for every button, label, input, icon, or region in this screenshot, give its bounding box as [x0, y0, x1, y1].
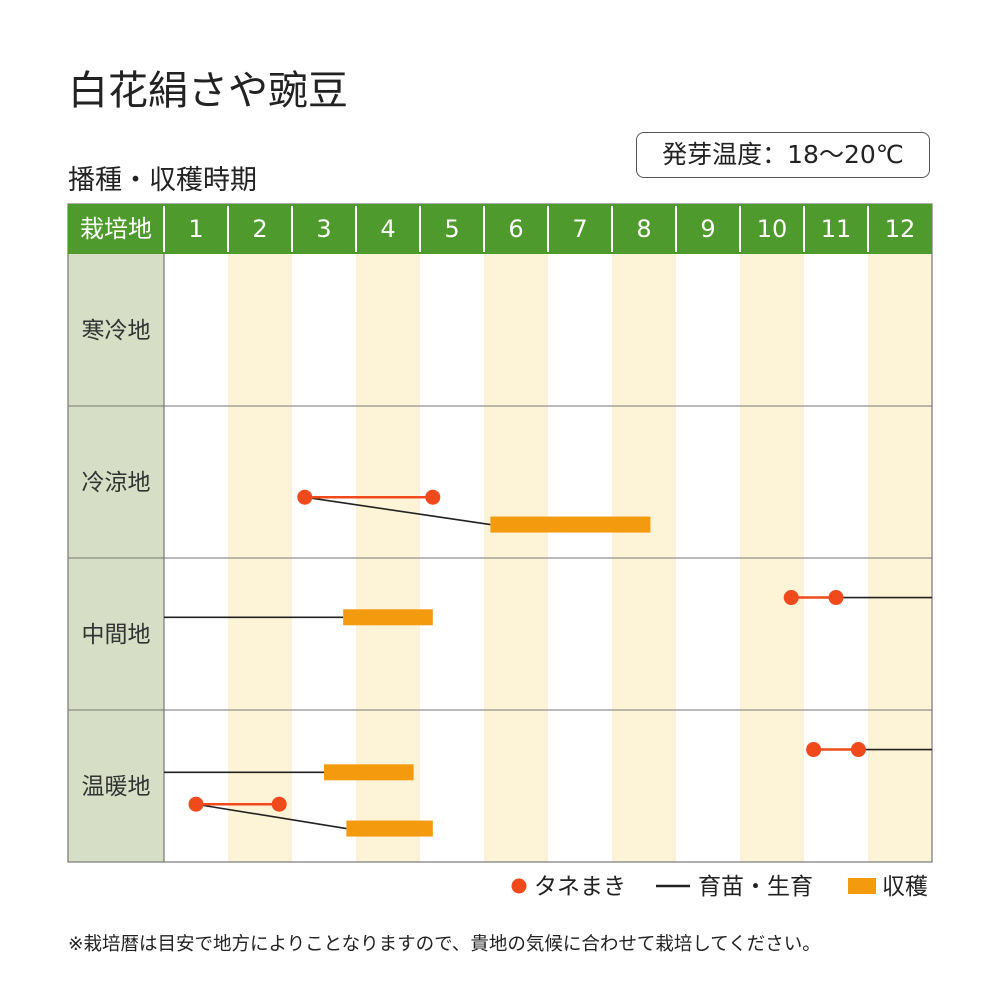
header-background [68, 204, 932, 254]
footnote: ※栽培暦は目安で地方によりことなりますので、貴地の気候に合わせて栽培してください… [68, 934, 821, 955]
harvest-bar [343, 609, 433, 626]
month-label-7: 7 [572, 215, 587, 243]
legend-harvest-label: 収穫 [882, 874, 928, 900]
sowing-point [806, 742, 822, 758]
sowing-point [850, 742, 866, 758]
chart-legend: タネまき 育苗・生育 収穫 [511, 874, 928, 900]
header-region-label: 栽培地 [80, 215, 152, 243]
legend-sowing-icon [511, 878, 527, 894]
sowing-point [297, 489, 313, 505]
growing-link-line [304, 496, 491, 526]
sowing-point [783, 590, 799, 606]
region-label: 寒冷地 [82, 318, 151, 344]
harvest-bar [324, 764, 414, 781]
legend-sowing-label: タネまき [534, 874, 626, 900]
growing-link-line [195, 803, 347, 830]
harvest-bar [346, 820, 433, 837]
region-label: 温暖地 [82, 774, 151, 800]
germination-temperature-badge: 発芽温度：18〜20℃ [636, 132, 930, 178]
legend-harvest-icon [848, 878, 876, 894]
month-label-5: 5 [444, 215, 459, 243]
month-label-3: 3 [316, 215, 331, 243]
month-label-4: 4 [380, 215, 395, 243]
chart-header-row: 栽培地 1 2 3 4 5 6 7 8 9 10 11 12 [68, 204, 932, 254]
region-label: 中間地 [82, 622, 151, 648]
chart-marks [164, 489, 932, 837]
month-label-9: 9 [700, 215, 715, 243]
month-label-10: 10 [757, 215, 788, 243]
month-label-12: 12 [885, 215, 916, 243]
month-label-11: 11 [821, 215, 852, 243]
section-title: 播種・収穫時期 [68, 165, 257, 196]
month-label-1: 1 [188, 215, 203, 243]
sowing-point [425, 489, 441, 505]
harvest-bar [490, 516, 651, 533]
page-title: 白花絹さや豌豆 [68, 68, 348, 114]
legend-growing-label: 育苗・生育 [698, 874, 813, 900]
month-label-8: 8 [636, 215, 651, 243]
sowing-point [271, 796, 287, 812]
sowing-point [188, 796, 204, 812]
month-label-6: 6 [508, 215, 523, 243]
month-label-2: 2 [252, 215, 267, 243]
sowing-point [828, 590, 844, 606]
region-label: 冷涼地 [82, 470, 151, 496]
